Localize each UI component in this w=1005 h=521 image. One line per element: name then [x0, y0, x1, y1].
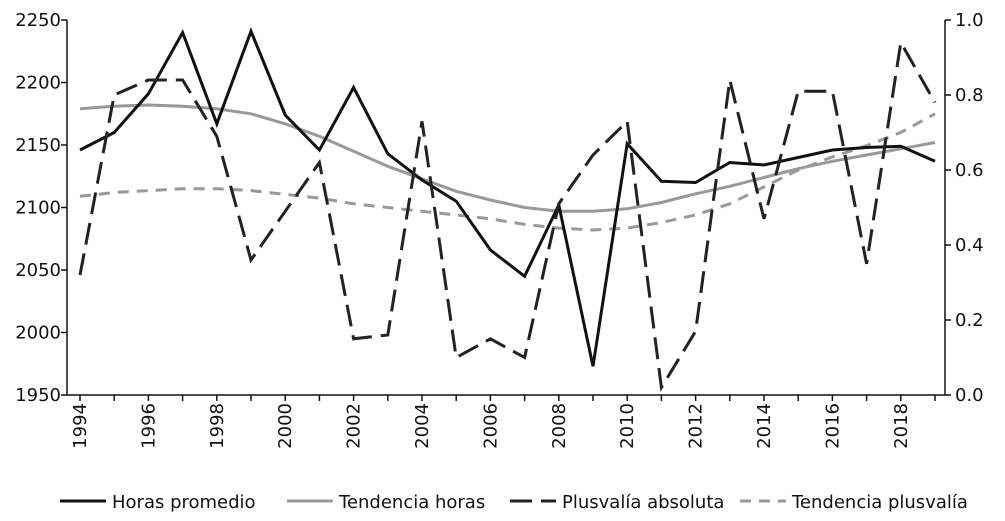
y-left-tick-label: 2250	[15, 10, 61, 31]
y-left-tick-label: 2200	[15, 73, 61, 94]
y-left-tick-label: 2150	[15, 135, 61, 156]
series-line-0	[79, 27, 936, 367]
y-right-tick-label: 0.2	[955, 310, 984, 331]
chart-series	[78, 27, 937, 392]
series-line-3	[79, 112, 936, 232]
x-tick-label: 2010	[617, 403, 638, 449]
x-tick-label: 2000	[275, 403, 296, 449]
x-tick-label: 2014	[754, 403, 775, 449]
x-tick-label: 2004	[412, 403, 433, 449]
x-tick-label: 2016	[822, 403, 843, 449]
y-left-tick-label: 2100	[15, 198, 61, 219]
chart-legend: Horas promedio Tendencia horas Plusvalía a…	[60, 492, 968, 513]
x-tick-label: 2012	[686, 403, 707, 449]
legend-label-1: Tendencia horas	[338, 492, 485, 513]
legend-label-3: Tendencia plusvalía	[791, 492, 968, 513]
y-right-tick-label: 0.4	[955, 235, 984, 256]
x-tick-label: 2006	[480, 403, 501, 449]
chart-axes: 1950 2000 2050 2100 2150 2200 2250 0.0 0.2 0.4 0.6…	[15, 10, 983, 449]
y-left-tick-label: 1950	[15, 385, 61, 406]
y-right-tick-label: 0.8	[955, 85, 984, 106]
y-right-tick-label: 0.6	[955, 160, 984, 181]
series-line-1	[79, 103, 936, 213]
y-left-tick-label: 2050	[15, 260, 61, 281]
x-tick-label: 1994	[70, 403, 91, 449]
x-tick-label: 1998	[207, 403, 228, 449]
y-right-tick-label: 0.0	[955, 385, 984, 406]
x-tick-label: 1996	[138, 403, 159, 449]
x-tick-label: 2008	[549, 403, 570, 449]
legend-label-0: Horas promedio	[112, 492, 256, 513]
y-left-tick-label: 2000	[15, 323, 61, 344]
series-line-2	[78, 38, 937, 392]
y-right-tick-label: 1.0	[955, 10, 984, 31]
x-tick-label: 2018	[891, 403, 912, 449]
legend-label-2: Plusvalía absoluta	[562, 492, 724, 513]
x-tick-label: 2002	[344, 403, 365, 449]
